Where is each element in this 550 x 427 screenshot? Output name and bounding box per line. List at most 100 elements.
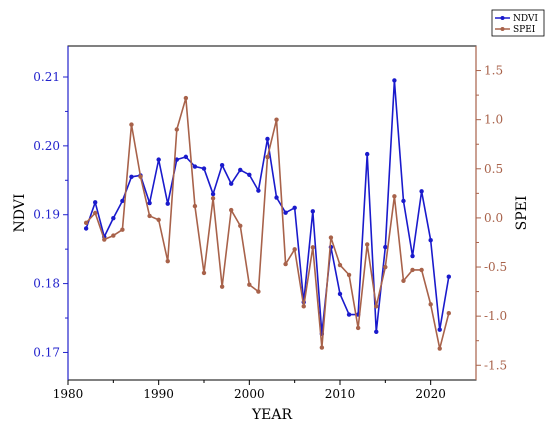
ndvi-point bbox=[83, 226, 89, 231]
ndvi-point bbox=[165, 201, 170, 206]
x-tick-label: 2000 bbox=[234, 387, 265, 401]
spei-point bbox=[274, 117, 279, 122]
spei-point bbox=[138, 174, 143, 179]
spei-point bbox=[111, 233, 116, 238]
right-y-tick-label: 0.0 bbox=[484, 211, 503, 225]
ndvi-point bbox=[428, 238, 433, 243]
spei-point bbox=[247, 282, 252, 287]
left-y-tick-label: 0.21 bbox=[33, 70, 60, 84]
left-y-tick-label: 0.18 bbox=[33, 277, 60, 291]
left-y-tick-label: 0.20 bbox=[33, 139, 60, 153]
ndvi-point bbox=[265, 136, 270, 142]
x-tick-label: 2010 bbox=[325, 387, 356, 401]
ndvi-point bbox=[292, 205, 297, 211]
spei-point bbox=[120, 227, 125, 232]
x-tick-label: 2020 bbox=[415, 387, 446, 401]
ndvi-point bbox=[183, 154, 189, 160]
ndvi-point bbox=[192, 164, 198, 169]
spei-point bbox=[374, 304, 379, 309]
ndvi-point bbox=[219, 162, 225, 168]
spei-point bbox=[392, 194, 397, 199]
spei-point bbox=[83, 220, 89, 226]
spei-point bbox=[383, 264, 388, 270]
right-y-tick-label: -1.5 bbox=[484, 358, 507, 372]
right-y-tick-label: -1.0 bbox=[484, 309, 507, 323]
spei-point bbox=[365, 242, 370, 247]
x-tick-label: 1990 bbox=[143, 387, 174, 401]
x-axis-title: YEAR bbox=[251, 407, 293, 423]
ndvi-point bbox=[256, 188, 261, 193]
legend-box bbox=[491, 9, 545, 37]
spei-point bbox=[265, 154, 270, 160]
legend-label-spei: SPEI bbox=[513, 25, 536, 35]
legend-marker-spei bbox=[500, 27, 505, 31]
spei-point bbox=[201, 270, 207, 276]
ndvi-point bbox=[365, 151, 370, 157]
x-tick-label: 1980 bbox=[53, 387, 84, 401]
spei-point bbox=[310, 245, 315, 250]
spei-point bbox=[156, 217, 161, 223]
spei-point bbox=[328, 235, 334, 240]
spei-point bbox=[219, 284, 225, 289]
spei-point bbox=[410, 267, 415, 273]
plot-frame bbox=[67, 45, 477, 381]
ndvi-point bbox=[201, 166, 207, 171]
ndvi-point bbox=[147, 200, 152, 206]
ndvi-point bbox=[274, 195, 279, 200]
plot-area bbox=[67, 45, 477, 381]
ndvi-point bbox=[383, 244, 388, 250]
ndvi-point bbox=[410, 253, 415, 259]
ndvi-point bbox=[392, 78, 397, 83]
spei-point bbox=[337, 262, 343, 268]
ndvi-point bbox=[401, 198, 406, 204]
ndvi-point bbox=[93, 200, 98, 205]
ndvi-point bbox=[437, 327, 442, 332]
left-y-tick-label: 0.19 bbox=[33, 208, 60, 222]
series-layer bbox=[83, 78, 451, 351]
spei-point bbox=[238, 223, 243, 228]
ndvi-point bbox=[111, 215, 116, 221]
spei-point bbox=[428, 302, 433, 307]
spei-point bbox=[192, 203, 198, 209]
right-y-tick-label: 0.5 bbox=[484, 162, 503, 176]
spei-point bbox=[319, 345, 325, 350]
spei-point bbox=[165, 258, 170, 264]
ndvi-point bbox=[346, 312, 352, 317]
right-y-tick-label: 1.5 bbox=[484, 64, 503, 78]
ndvi-point bbox=[229, 181, 234, 186]
spei-point bbox=[346, 272, 352, 278]
ndvi-point bbox=[129, 174, 134, 180]
spei-point bbox=[292, 247, 297, 252]
spei-point bbox=[210, 196, 216, 201]
spei-point bbox=[401, 278, 406, 283]
legend-marker-ndvi bbox=[500, 16, 505, 20]
ndvi-point bbox=[238, 167, 243, 173]
spei-point bbox=[283, 261, 288, 267]
left-y-tick-label: 0.17 bbox=[33, 345, 60, 359]
right-y-tick-label: 1.0 bbox=[484, 113, 503, 127]
spei-point bbox=[355, 325, 361, 331]
spei-point bbox=[437, 346, 442, 351]
ndvi-point bbox=[174, 157, 179, 162]
spei-point bbox=[301, 304, 306, 309]
spei-point bbox=[229, 207, 234, 213]
ndvi-point bbox=[156, 157, 161, 162]
spei-point bbox=[183, 95, 189, 101]
right-axis-title: SPEI bbox=[514, 196, 530, 231]
spei-point bbox=[174, 127, 179, 132]
ndvi-point bbox=[120, 198, 125, 204]
spei-point bbox=[419, 267, 424, 273]
right-y-tick-label: -0.5 bbox=[484, 260, 507, 274]
ndvi-point bbox=[419, 189, 424, 194]
legend-label-ndvi: NDVI bbox=[513, 14, 538, 24]
spei-point bbox=[256, 289, 261, 294]
ndvi-point bbox=[337, 291, 343, 297]
ndvi-point bbox=[283, 210, 288, 215]
spei-point bbox=[102, 237, 107, 242]
spei-point bbox=[129, 122, 134, 127]
ndvi-point bbox=[446, 274, 451, 279]
ndvi-point bbox=[310, 209, 315, 214]
spei-point bbox=[446, 311, 451, 316]
